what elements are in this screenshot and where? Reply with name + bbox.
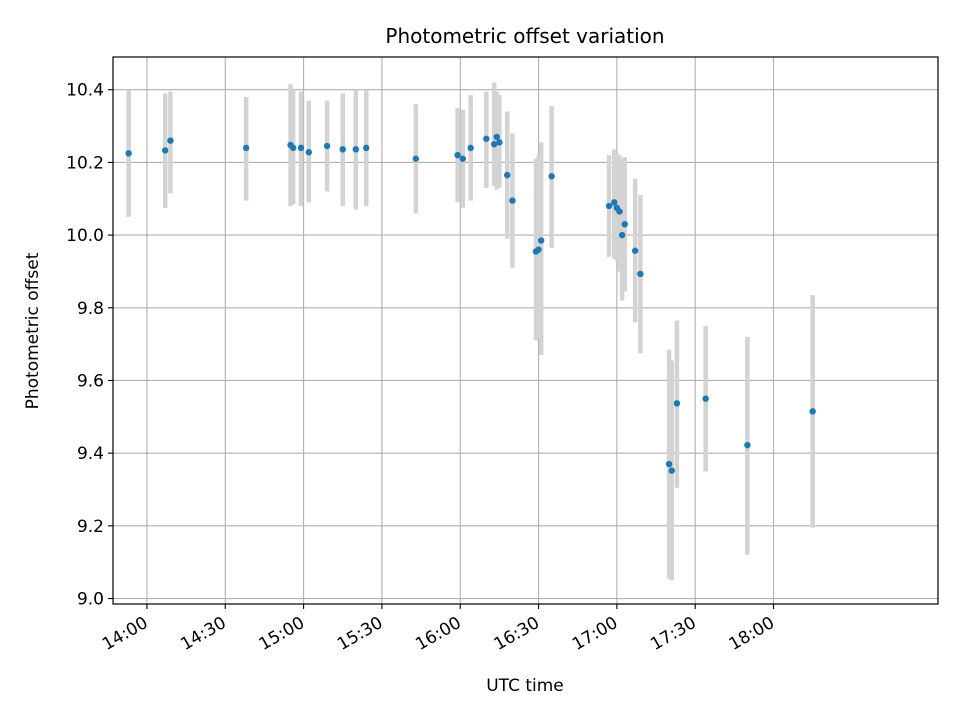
data-point <box>467 144 474 152</box>
y-tick-label: 10.2 <box>66 153 104 173</box>
data-point <box>631 247 639 254</box>
data-point <box>665 460 673 468</box>
data-point <box>621 220 628 228</box>
y-tick-label: 9.8 <box>77 299 104 319</box>
data-point <box>605 202 613 210</box>
data-point <box>162 147 169 154</box>
y-tick-label: 9.6 <box>77 371 104 391</box>
y-tick-label: 10.0 <box>66 226 104 246</box>
chart-title: Photometric offset variation <box>385 24 664 48</box>
data-point <box>493 133 500 141</box>
data-point <box>363 144 370 152</box>
x-axis-title: UTC time <box>486 676 564 696</box>
data-point <box>809 408 816 415</box>
plot-area-frame <box>112 56 939 605</box>
y-tick-label: 10.4 <box>66 81 104 101</box>
data-point <box>673 400 681 407</box>
data-point <box>412 155 420 162</box>
data-point <box>323 142 331 150</box>
data-point <box>537 237 545 244</box>
y-tick-label: 9.2 <box>77 517 104 537</box>
data-point <box>352 146 360 153</box>
data-point <box>509 197 516 204</box>
data-point <box>548 173 555 180</box>
data-point <box>459 155 467 162</box>
data-point <box>242 144 250 152</box>
data-point <box>618 231 626 239</box>
y-axis-title: Photometric offset <box>23 252 43 409</box>
data-point <box>496 139 503 146</box>
data-point <box>611 199 618 206</box>
data-point <box>504 171 511 179</box>
data-point <box>167 137 174 144</box>
data-point <box>668 467 675 474</box>
data-point <box>702 395 709 402</box>
data-point <box>339 146 346 153</box>
data-point <box>289 144 297 152</box>
data-point <box>454 151 461 159</box>
data-points <box>125 133 816 474</box>
data-point <box>305 149 313 156</box>
data-point <box>297 144 305 152</box>
data-point <box>744 441 751 449</box>
data-point <box>535 246 542 253</box>
y-tick-label: 9.0 <box>77 590 104 610</box>
data-point <box>490 141 498 148</box>
data-point <box>125 150 132 157</box>
y-tick-label: 9.4 <box>77 444 104 464</box>
data-point <box>483 135 490 142</box>
data-point <box>637 270 644 278</box>
data-point <box>616 208 623 215</box>
